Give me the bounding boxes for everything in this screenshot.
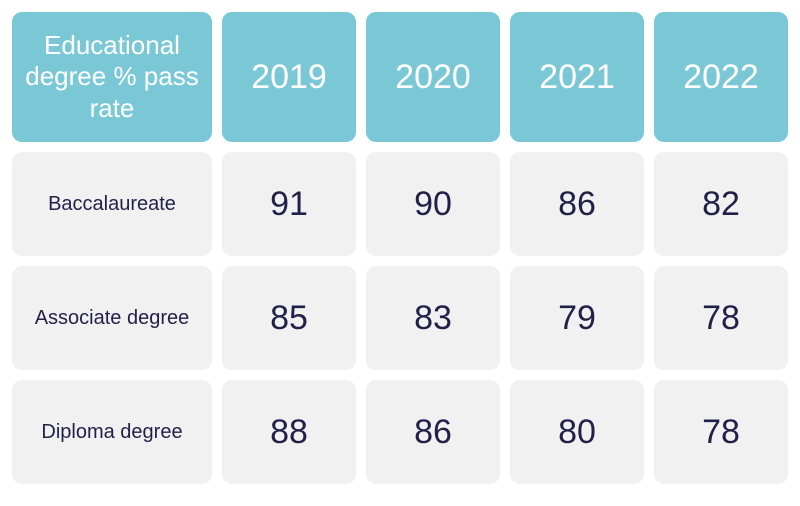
- table-cell: 82: [654, 152, 788, 256]
- table-cell: 86: [510, 152, 644, 256]
- table-cell: 83: [366, 266, 500, 370]
- table-cell: 88: [222, 380, 356, 484]
- table-cell: 80: [510, 380, 644, 484]
- header-year-2019: 2019: [222, 12, 356, 142]
- header-label-cell: Educational degree % pass rate: [12, 12, 212, 142]
- header-year-2021: 2021: [510, 12, 644, 142]
- pass-rate-table: Educational degree % pass rate 2019 2020…: [12, 12, 788, 484]
- table-cell: 86: [366, 380, 500, 484]
- table-cell: 91: [222, 152, 356, 256]
- row-label-diploma: Diploma degree: [12, 380, 212, 484]
- table-cell: 78: [654, 266, 788, 370]
- table-cell: 79: [510, 266, 644, 370]
- table-cell: 85: [222, 266, 356, 370]
- row-label-baccalaureate: Baccalaureate: [12, 152, 212, 256]
- header-year-2022: 2022: [654, 12, 788, 142]
- header-year-2020: 2020: [366, 12, 500, 142]
- table-cell: 78: [654, 380, 788, 484]
- row-label-associate: Associate degree: [12, 266, 212, 370]
- table-cell: 90: [366, 152, 500, 256]
